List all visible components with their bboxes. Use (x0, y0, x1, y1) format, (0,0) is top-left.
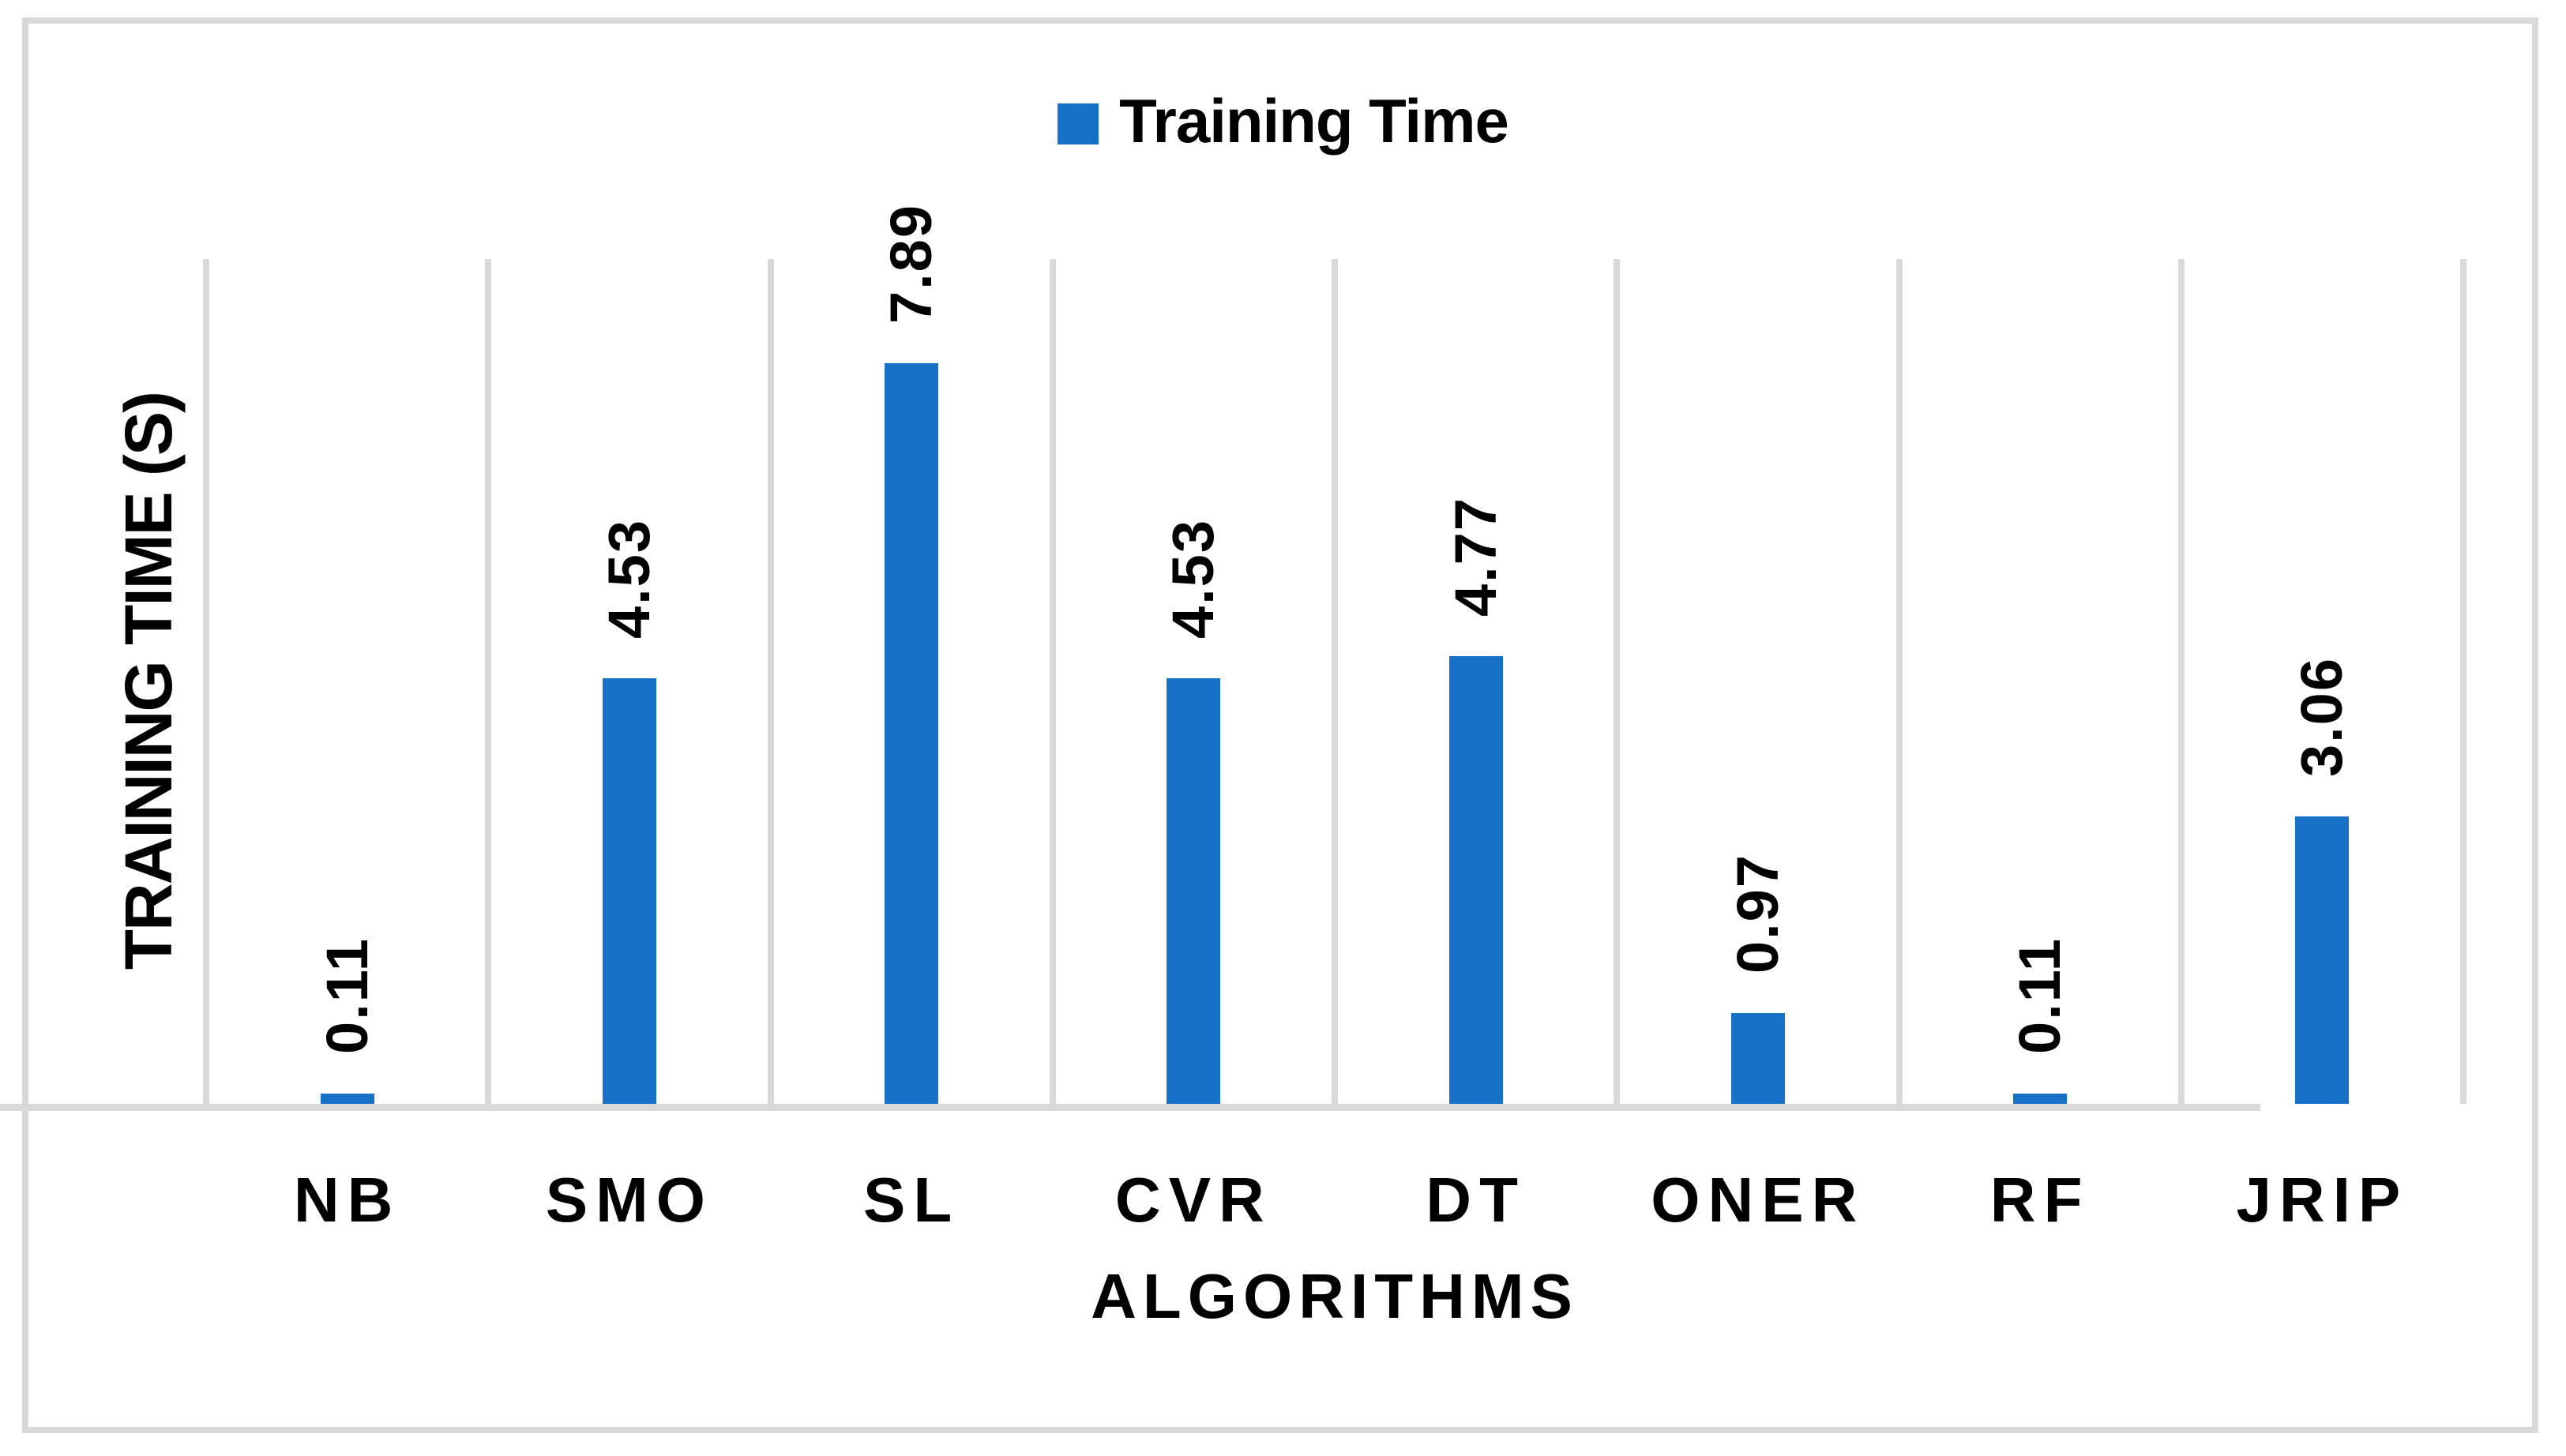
bar-value-label-text: 7.89 (878, 203, 945, 324)
bar-nb (320, 1094, 374, 1104)
bar-value-label-text: 0.97 (1724, 853, 1790, 974)
bar-value-label: 4.53 (582, 519, 677, 639)
legend-marker-swatch (1058, 103, 1099, 144)
bar-value-label-text: 4.53 (1160, 518, 1227, 639)
bar-smo (602, 678, 656, 1104)
gridline (1332, 259, 1338, 1104)
legend: Training Time (0, 86, 2566, 156)
bar-value-label-text: 3.06 (2289, 656, 2355, 777)
bar-sl (885, 363, 939, 1104)
x-axis-line (0, 1104, 2260, 1111)
bar-jrip (2295, 816, 2350, 1104)
gridline (1895, 259, 1903, 1104)
bar-value-label: 0.97 (1711, 854, 1805, 974)
bar-value-label: 3.06 (2275, 657, 2369, 777)
x-tick-label-jrip: JRIP (2236, 1165, 2409, 1235)
bar-rf (2013, 1094, 2068, 1104)
gridline (767, 259, 774, 1104)
bar-value-label-text: 0.11 (2007, 937, 2073, 1054)
x-tick-label-cvr: CVR (1114, 1165, 1272, 1235)
bar-value-label-text: 4.77 (1442, 496, 1508, 617)
x-axis-title: ALGORITHMS (1091, 1261, 1579, 1331)
x-tick-label-smo: SMO (545, 1165, 713, 1235)
bar-value-label-text: 0.11 (314, 937, 380, 1054)
bar-value-label: 0.11 (300, 937, 395, 1054)
bar-oner (1730, 1013, 1785, 1104)
y-axis-title: TRAINING TIME (S) (93, 259, 204, 1104)
gridline (1049, 259, 1056, 1104)
bar-value-label: 4.77 (1429, 497, 1523, 617)
x-tick-label-nb: NB (293, 1165, 401, 1235)
bar-value-label: 7.89 (864, 204, 959, 324)
y-axis-title-text: TRAINING TIME (S) (111, 392, 186, 970)
bar-cvr (1167, 678, 1221, 1104)
plot-area: 0.11 4.53 7.89 4.53 4.77 0.97 0.11 3.06 (203, 204, 2466, 1104)
gridline (485, 259, 492, 1104)
figure-border (22, 17, 2538, 1433)
gridline (2177, 259, 2185, 1104)
legend-label: Training Time (1119, 86, 1509, 156)
x-tick-label-oner: ONER (1651, 1165, 1865, 1235)
gridline (203, 259, 209, 1104)
bar-value-label-text: 4.53 (595, 518, 662, 639)
bar-dt (1448, 656, 1503, 1104)
x-tick-label-sl: SL (863, 1165, 960, 1235)
bar-value-label: 0.11 (1993, 937, 2087, 1054)
gridline (2460, 259, 2466, 1104)
gridline (1614, 259, 1621, 1104)
x-tick-label-dt: DT (1426, 1165, 1526, 1235)
x-tick-label-rf: RF (1989, 1165, 2091, 1235)
bar-value-label: 4.53 (1146, 519, 1241, 639)
